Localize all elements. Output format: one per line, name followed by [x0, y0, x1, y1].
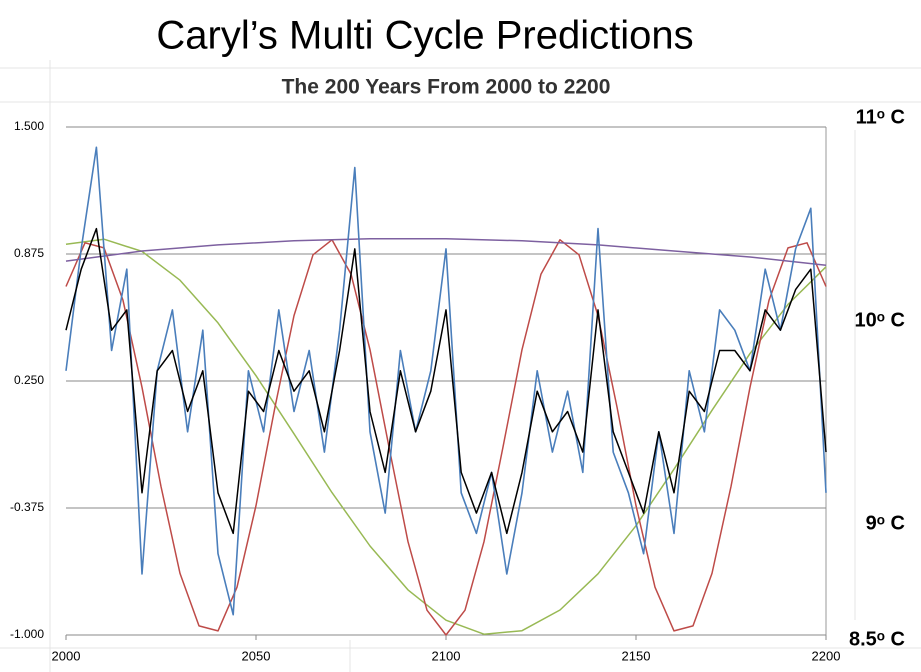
y-tick-label: -1.000: [10, 627, 44, 641]
y-tick-label: 0.875: [14, 246, 44, 260]
series-line: [65, 238, 827, 266]
series-line: [65, 239, 827, 636]
right-axis-label: 8.5ᵒ C: [849, 628, 905, 650]
sheet-grid: [0, 60, 921, 672]
right-axis-label: 10ᵒ C: [855, 309, 905, 331]
x-tick-label: 2050: [242, 648, 271, 663]
x-tick-label: 2100: [432, 648, 461, 663]
x-tick-label: 2150: [622, 648, 651, 663]
x-tick-label: 2200: [812, 648, 841, 663]
series-line: [65, 238, 827, 635]
chart-title: Caryl’s Multi Cycle Predictions: [156, 14, 693, 58]
right-axis-label: 11ᵒ C: [856, 106, 905, 128]
chart-subtitle: The 200 Years From 2000 to 2200: [282, 76, 611, 99]
y-tick-label: 1.500: [14, 119, 44, 133]
y-tick-label: 0.250: [14, 373, 44, 387]
right-axis-label: 9ᵒ C: [866, 512, 905, 534]
y-tick-label: -0.375: [10, 500, 44, 514]
series-line: [65, 227, 827, 535]
x-tick-label: 2000: [52, 648, 81, 663]
